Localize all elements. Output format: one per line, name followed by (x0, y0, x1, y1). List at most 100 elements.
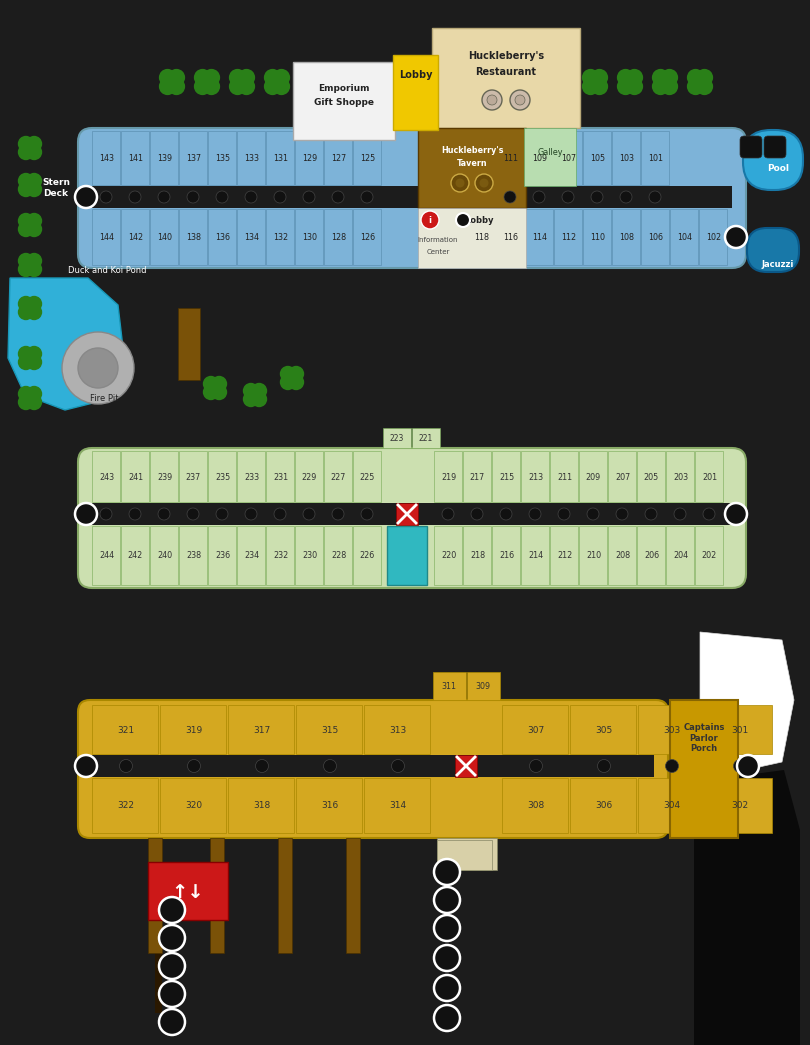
Text: 118: 118 (474, 232, 489, 241)
Circle shape (18, 261, 34, 277)
Bar (467, 209, 495, 265)
Circle shape (129, 191, 141, 203)
Bar (492, 526, 520, 585)
Circle shape (18, 394, 34, 411)
Text: 230: 230 (302, 551, 317, 560)
Bar (433, 672, 466, 700)
Circle shape (558, 508, 570, 520)
Circle shape (487, 95, 497, 104)
Circle shape (620, 191, 632, 203)
Circle shape (274, 191, 286, 203)
Circle shape (26, 253, 42, 269)
Circle shape (616, 508, 628, 520)
Bar (208, 131, 236, 185)
Bar (570, 777, 636, 833)
Text: 109: 109 (532, 154, 547, 163)
Circle shape (303, 191, 315, 203)
Text: 237: 237 (185, 472, 201, 482)
Bar (295, 131, 323, 185)
Circle shape (168, 69, 185, 87)
Text: 105: 105 (590, 154, 605, 163)
Bar (179, 131, 207, 185)
Circle shape (661, 69, 678, 87)
Bar (608, 451, 636, 502)
Circle shape (100, 508, 112, 520)
Text: Tavern: Tavern (457, 159, 488, 167)
Circle shape (361, 191, 373, 203)
Text: 133: 133 (244, 154, 259, 163)
Circle shape (645, 508, 657, 520)
Circle shape (451, 175, 469, 192)
Bar (92, 503, 732, 525)
Circle shape (18, 346, 34, 362)
Bar (706, 777, 772, 833)
Bar (266, 451, 294, 502)
Bar (502, 705, 568, 754)
Circle shape (159, 981, 185, 1007)
Bar (228, 705, 294, 754)
Text: 241: 241 (128, 472, 143, 482)
FancyBboxPatch shape (78, 700, 668, 838)
Circle shape (434, 945, 460, 971)
FancyBboxPatch shape (743, 130, 803, 190)
FancyBboxPatch shape (740, 136, 762, 158)
Bar (695, 526, 723, 585)
Circle shape (159, 897, 185, 923)
Circle shape (202, 376, 219, 392)
Circle shape (442, 508, 454, 520)
Bar (412, 428, 440, 448)
Circle shape (194, 69, 211, 87)
Text: 309: 309 (475, 681, 491, 691)
Bar (148, 838, 162, 953)
Text: 316: 316 (322, 802, 339, 810)
Bar (295, 526, 323, 585)
Text: 139: 139 (157, 154, 172, 163)
Bar (148, 862, 228, 920)
Text: 136: 136 (215, 232, 230, 241)
Text: 212: 212 (557, 551, 572, 560)
Circle shape (18, 304, 34, 320)
Bar (208, 209, 236, 265)
Text: 319: 319 (185, 725, 202, 735)
Bar (496, 131, 524, 185)
Circle shape (229, 69, 246, 87)
Text: Duck and Koi Pond: Duck and Koi Pond (68, 265, 147, 275)
Circle shape (279, 374, 296, 390)
Text: 217: 217 (470, 472, 485, 482)
Circle shape (159, 1009, 185, 1035)
Text: 232: 232 (273, 551, 288, 560)
Bar (150, 131, 178, 185)
Bar (525, 131, 553, 185)
Bar (92, 209, 120, 265)
Circle shape (456, 213, 470, 227)
Circle shape (504, 191, 516, 203)
Bar (554, 131, 582, 185)
Circle shape (202, 385, 219, 400)
Circle shape (243, 391, 259, 408)
Text: 308: 308 (527, 802, 544, 810)
Circle shape (533, 191, 545, 203)
Circle shape (26, 386, 42, 402)
Circle shape (245, 508, 257, 520)
Text: 221: 221 (419, 434, 433, 442)
Text: 240: 240 (157, 551, 172, 560)
Circle shape (421, 211, 439, 229)
Text: Gift Shoppe: Gift Shoppe (314, 97, 374, 107)
Circle shape (530, 760, 543, 772)
FancyBboxPatch shape (747, 228, 799, 272)
Circle shape (18, 296, 34, 311)
Text: 138: 138 (186, 232, 201, 241)
Circle shape (515, 95, 525, 104)
Text: Information: Information (418, 237, 458, 243)
Circle shape (264, 77, 281, 95)
Circle shape (100, 191, 112, 203)
Circle shape (18, 136, 34, 152)
Text: 219: 219 (441, 472, 456, 482)
Circle shape (158, 191, 170, 203)
Circle shape (159, 925, 185, 951)
Bar (324, 526, 352, 585)
Text: 102: 102 (706, 232, 721, 241)
Bar (237, 131, 265, 185)
Circle shape (696, 69, 713, 87)
Circle shape (238, 69, 255, 87)
